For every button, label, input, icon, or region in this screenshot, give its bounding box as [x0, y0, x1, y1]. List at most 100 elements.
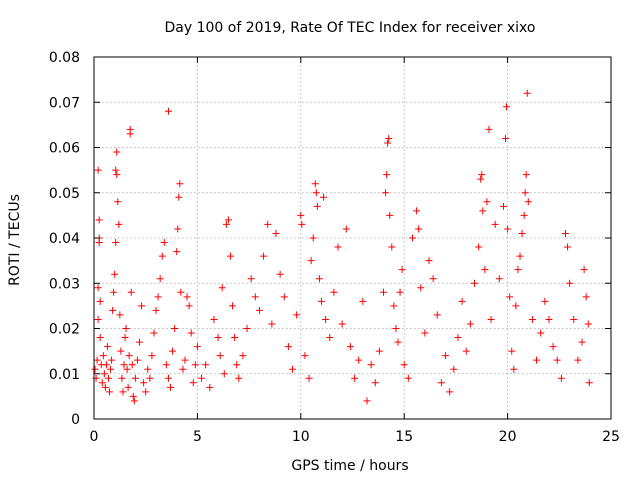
roti-data-point	[398, 266, 406, 274]
data-points	[91, 89, 593, 405]
roti-data-point	[99, 352, 107, 360]
roti-data-point	[183, 293, 191, 301]
roti-data-point	[415, 225, 423, 233]
roti-data-point	[322, 315, 330, 323]
roti-data-point	[312, 189, 320, 197]
roti-data-point	[462, 347, 470, 355]
roti-data-point	[113, 171, 121, 179]
roti-data-point	[233, 361, 241, 369]
roti-data-point	[545, 315, 553, 323]
roti-data-point	[116, 311, 124, 319]
roti-data-point	[297, 211, 305, 219]
roti-data-point	[346, 343, 354, 351]
roti-data-point	[429, 275, 437, 283]
x-axis-tick-labels: 0 5 10 15 20 25	[90, 429, 620, 445]
roti-data-point	[404, 374, 412, 382]
roti-data-point	[93, 356, 101, 364]
y-tick-label: 0.03	[49, 276, 80, 292]
roti-data-point	[293, 311, 301, 319]
roti-data-point	[355, 356, 363, 364]
roti-data-point	[338, 320, 346, 328]
roti-data-point	[495, 275, 503, 283]
roti-data-point	[298, 220, 306, 228]
roti-data-point	[158, 252, 166, 260]
roti-data-point	[247, 275, 255, 283]
roti-data-point	[458, 297, 466, 305]
roti-data-point	[119, 388, 127, 396]
roti-data-point	[235, 374, 243, 382]
y-tick-label: 0.04	[49, 231, 80, 247]
roti-data-point	[164, 107, 172, 115]
roti-data-point	[311, 180, 319, 188]
roti-data-point	[154, 293, 162, 301]
roti-data-point	[111, 270, 119, 278]
roti-data-point	[109, 306, 117, 314]
roti-data-point	[425, 257, 433, 265]
roti-data-point	[160, 239, 168, 247]
roti-data-point	[127, 288, 135, 296]
roti-data-point	[202, 361, 210, 369]
roti-data-point	[521, 189, 529, 197]
roti-data-point	[479, 207, 487, 215]
roti-data-point	[585, 379, 593, 387]
y-axis-tick-labels: 0 0.01 0.02 0.03 0.04 0.05 0.06 0.07 0.08	[49, 50, 80, 428]
roti-data-point	[564, 243, 572, 251]
roti-data-point	[276, 270, 284, 278]
roti-data-point	[156, 275, 164, 283]
roti-data-point	[179, 365, 187, 373]
roti-data-point	[363, 397, 371, 405]
roti-data-point	[557, 374, 565, 382]
y-tick-label: 0.05	[49, 186, 80, 202]
roti-data-point	[549, 343, 557, 351]
roti-data-point	[110, 288, 118, 296]
roti-data-point	[177, 288, 185, 296]
roti-data-point	[162, 361, 170, 369]
roti-data-point	[126, 130, 134, 138]
roti-data-point	[280, 293, 288, 301]
roti-data-point	[96, 334, 104, 342]
roti-data-point	[101, 383, 109, 391]
roti-data-point	[260, 252, 268, 260]
roti-data-point	[417, 284, 425, 292]
roti-data-point	[108, 356, 116, 364]
roti-data-point	[169, 347, 177, 355]
roti-data-point	[181, 356, 189, 364]
y-tick-label: 0.01	[49, 367, 80, 383]
roti-data-point	[385, 134, 393, 142]
roti-data-point	[510, 365, 518, 373]
roti-data-point	[130, 397, 138, 405]
roti-data-point	[315, 275, 323, 283]
roti-data-point	[367, 361, 375, 369]
roti-data-point	[173, 248, 181, 256]
roti-data-point	[117, 347, 125, 355]
roti-data-point	[191, 361, 199, 369]
x-tick-label: 15	[395, 429, 413, 445]
roti-data-point	[313, 202, 321, 210]
roti-data-point	[499, 202, 507, 210]
roti-data-point	[135, 338, 143, 346]
roti-data-point	[330, 288, 338, 296]
x-tick-label: 25	[602, 429, 620, 445]
roti-data-point	[413, 207, 421, 215]
roti-data-point	[584, 320, 592, 328]
roti-data-point	[120, 361, 128, 369]
roti-data-point	[437, 379, 445, 387]
roti-data-point	[446, 388, 454, 396]
roti-data-point	[537, 329, 545, 337]
roti-data-point	[239, 352, 247, 360]
roti-data-point	[516, 252, 524, 260]
roti-data-point	[115, 220, 123, 228]
roti-data-point	[382, 189, 390, 197]
roti-data-point	[94, 166, 102, 174]
axis-ticks	[93, 56, 612, 420]
roti-data-point	[193, 343, 201, 351]
roti-data-point	[95, 216, 103, 224]
roti-data-point	[309, 234, 317, 242]
roti-data-point	[142, 388, 150, 396]
roti-data-point	[520, 211, 528, 219]
roti-data-point	[198, 374, 206, 382]
roti-data-point	[528, 315, 536, 323]
roti-data-point	[514, 266, 522, 274]
roti-data-point	[342, 225, 350, 233]
roti-data-point	[98, 379, 106, 387]
